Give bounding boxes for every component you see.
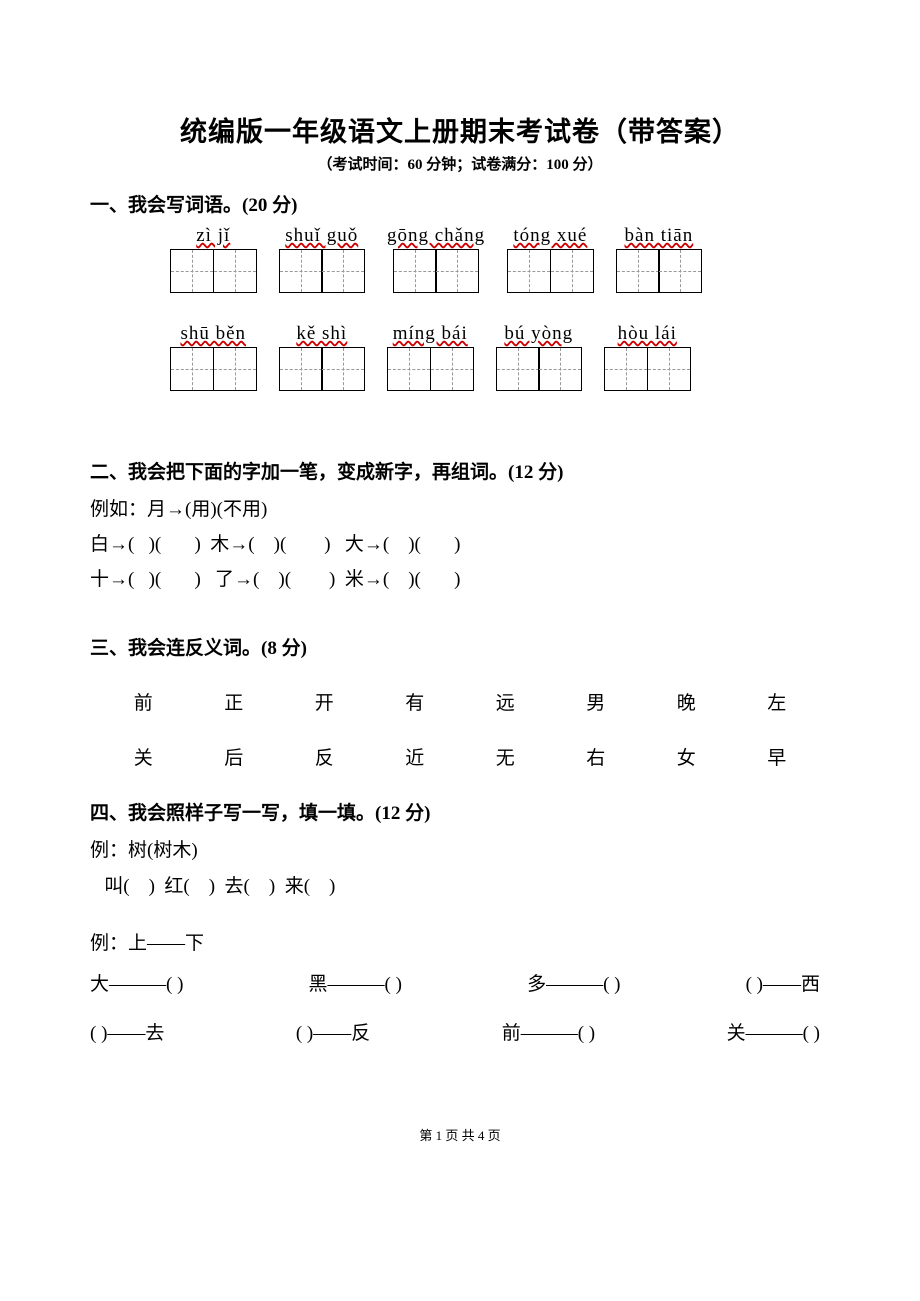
antonym-word: 前 bbox=[98, 688, 189, 715]
pinyin-item: bú yòng bbox=[496, 323, 583, 391]
pinyin-label: hòu lái bbox=[618, 323, 677, 345]
section-4-pair-a: 大———( ) 黑———( ) 多———( ) ( )——西 bbox=[90, 969, 830, 996]
antonym-bottom-row: 关后反近无右女早 bbox=[90, 743, 830, 770]
tianzige-group bbox=[170, 249, 257, 293]
tianzige-cell bbox=[213, 249, 257, 293]
tianzige-group bbox=[507, 249, 594, 293]
antonym-word: 女 bbox=[641, 743, 732, 770]
section-1-head: 一、我会写词语。(20 分) bbox=[90, 190, 830, 217]
tianzige-cell bbox=[387, 347, 431, 391]
section-4-pair-b: ( )——去 ( )——反 前———( ) 关———( ) bbox=[90, 1018, 830, 1045]
tianzige-group bbox=[279, 347, 366, 391]
section-2-line2: 十→( )( ) 了→( )( ) 米→( )( ) bbox=[90, 562, 830, 597]
pinyin-label: bú yòng bbox=[504, 323, 573, 345]
section-2-head: 二、我会把下面的字加一笔，变成新字，再组词。(12 分) bbox=[90, 457, 830, 484]
pinyin-label: shū běn bbox=[180, 323, 246, 345]
tianzige-group bbox=[387, 347, 474, 391]
pair-item: ( )——去 bbox=[90, 1018, 164, 1045]
pinyin-item: hòu lái bbox=[604, 323, 691, 391]
antonym-word: 反 bbox=[279, 743, 370, 770]
pair-item: ( )——反 bbox=[296, 1018, 370, 1045]
pair-item: ( )——西 bbox=[746, 969, 820, 996]
antonym-word: 右 bbox=[551, 743, 642, 770]
tianzige-cell bbox=[213, 347, 257, 391]
tianzige-cell bbox=[616, 249, 660, 293]
pinyin-label: tóng xué bbox=[513, 225, 587, 247]
antonym-word: 无 bbox=[460, 743, 551, 770]
tianzige-group bbox=[393, 249, 480, 293]
pinyin-label: kě shì bbox=[296, 323, 347, 345]
pinyin-item: zì jǐ bbox=[170, 225, 257, 293]
pinyin-item: shū běn bbox=[170, 323, 257, 391]
page-subtitle: （考试时间：60 分钟；试卷满分：100 分） bbox=[90, 153, 830, 174]
pinyin-label: shuǐ guǒ bbox=[285, 225, 358, 247]
pair-item: 大———( ) bbox=[90, 969, 183, 996]
tianzige-group bbox=[279, 249, 366, 293]
tianzige-cell bbox=[507, 249, 551, 293]
antonym-word: 早 bbox=[732, 743, 823, 770]
antonym-word: 晚 bbox=[641, 688, 732, 715]
pinyin-item: gōng chǎng bbox=[387, 225, 485, 293]
pinyin-item: shuǐ guǒ bbox=[279, 225, 366, 293]
pinyin-label: gōng chǎng bbox=[387, 225, 485, 247]
tianzige-cell bbox=[321, 347, 365, 391]
tianzige-cell bbox=[321, 249, 365, 293]
page-title: 统编版一年级语文上册期末考试卷（带答案） bbox=[90, 110, 830, 149]
antonym-word: 左 bbox=[732, 688, 823, 715]
tianzige-cell bbox=[538, 347, 582, 391]
pinyin-item: kě shì bbox=[279, 323, 366, 391]
tianzige-cell bbox=[170, 249, 214, 293]
pair-item: 多———( ) bbox=[527, 969, 620, 996]
pinyin-row-1: zì jǐ shuǐ guǒ gōng chǎng tóng xué bàn tiān bbox=[170, 225, 830, 293]
section-4-ex1-items: 叫( ) 红( ) 去( ) 来( ) bbox=[90, 869, 830, 904]
pinyin-label: míng bái bbox=[393, 323, 468, 345]
antonym-word: 后 bbox=[189, 743, 280, 770]
section-2-example: 例如：月→(用)(不用) bbox=[90, 492, 830, 527]
pinyin-item: tóng xué bbox=[507, 225, 594, 293]
section-4-head: 四、我会照样子写一写，填一填。(12 分) bbox=[90, 798, 830, 825]
antonym-word: 远 bbox=[460, 688, 551, 715]
tianzige-cell bbox=[170, 347, 214, 391]
antonym-word: 正 bbox=[189, 688, 280, 715]
section-4-ex2: 例：上——下 bbox=[90, 926, 830, 961]
tianzige-cell bbox=[279, 347, 323, 391]
tianzige-cell bbox=[647, 347, 691, 391]
tianzige-group bbox=[616, 249, 703, 293]
tianzige-group bbox=[496, 347, 583, 391]
tianzige-cell bbox=[550, 249, 594, 293]
antonym-word: 男 bbox=[551, 688, 642, 715]
tianzige-cell bbox=[279, 249, 323, 293]
pair-item: 黑———( ) bbox=[309, 969, 402, 996]
pinyin-item: míng bái bbox=[387, 323, 474, 391]
tianzige-group bbox=[604, 347, 691, 391]
pinyin-label: bàn tiān bbox=[625, 225, 694, 247]
antonym-word: 开 bbox=[279, 688, 370, 715]
antonym-word: 关 bbox=[98, 743, 189, 770]
antonym-top-row: 前正开有远男晚左 bbox=[90, 688, 830, 715]
pair-item: 前———( ) bbox=[502, 1018, 595, 1045]
section-4-ex1: 例：树(树木) bbox=[90, 833, 830, 868]
tianzige-cell bbox=[604, 347, 648, 391]
tianzige-cell bbox=[496, 347, 540, 391]
tianzige-group bbox=[170, 347, 257, 391]
tianzige-cell bbox=[658, 249, 702, 293]
tianzige-cell bbox=[393, 249, 437, 293]
pinyin-item: bàn tiān bbox=[616, 225, 703, 293]
antonym-word: 有 bbox=[370, 688, 461, 715]
section-3-head: 三、我会连反义词。(8 分) bbox=[90, 633, 830, 660]
antonym-word: 近 bbox=[370, 743, 461, 770]
tianzige-cell bbox=[430, 347, 474, 391]
section-2-line1: 白→( )( ) 木→( )( ) 大→( )( ) bbox=[90, 527, 830, 562]
pinyin-label: zì jǐ bbox=[196, 225, 230, 247]
pinyin-row-2: shū běn kě shì míng bái bú yòng hòu lái bbox=[170, 323, 830, 391]
pair-item: 关———( ) bbox=[727, 1018, 820, 1045]
tianzige-cell bbox=[435, 249, 479, 293]
page-footer: 第 1 页 共 4 页 bbox=[90, 1125, 830, 1144]
